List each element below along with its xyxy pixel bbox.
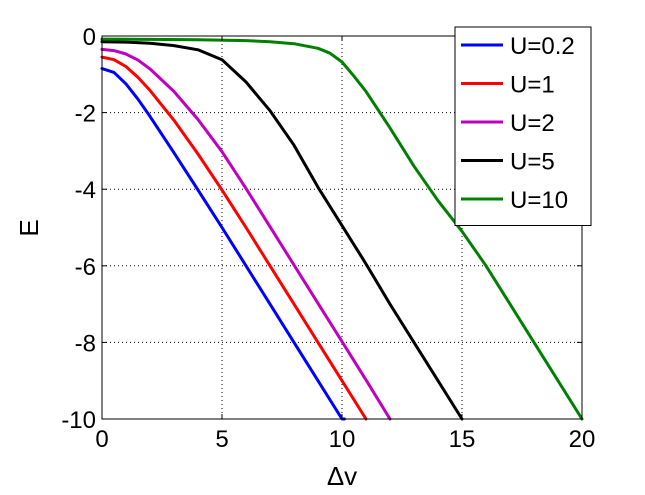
y-tick-label: -2 [75, 101, 96, 128]
series-line [100, 47, 392, 421]
tick-labels: 0 5 10 15 20 0 -2 -4 -6 -8 -10 [61, 24, 595, 453]
legend-label: U=2 [510, 110, 555, 137]
x-tick-label: 10 [329, 426, 356, 453]
x-tick-label: 20 [569, 426, 596, 453]
legend-label: U=5 [510, 149, 555, 176]
series-line [100, 37, 584, 421]
legend-box [454, 26, 592, 226]
x-tick-label: 0 [95, 426, 108, 453]
x-tick-label: 5 [215, 426, 228, 453]
x-axis-label: Δv [327, 461, 357, 491]
y-tick-label: 0 [83, 24, 96, 51]
legend-label: U=0.2 [510, 33, 575, 60]
series-line [100, 67, 346, 421]
legend-label: U=10 [510, 187, 568, 214]
x-tick-label: 15 [449, 426, 476, 453]
series-line [100, 40, 464, 421]
y-tick-label: -4 [75, 177, 96, 204]
legend: U=0.2 U=1 U=2 U=5 U=10 [454, 26, 592, 226]
y-axis-label: E [14, 219, 44, 236]
legend-label: U=1 [510, 72, 555, 99]
series-lines [100, 37, 584, 421]
y-tick-label: -8 [75, 330, 96, 357]
series-line [100, 55, 368, 421]
y-tick-label: -6 [75, 254, 96, 281]
y-tick-label: -10 [61, 407, 96, 434]
